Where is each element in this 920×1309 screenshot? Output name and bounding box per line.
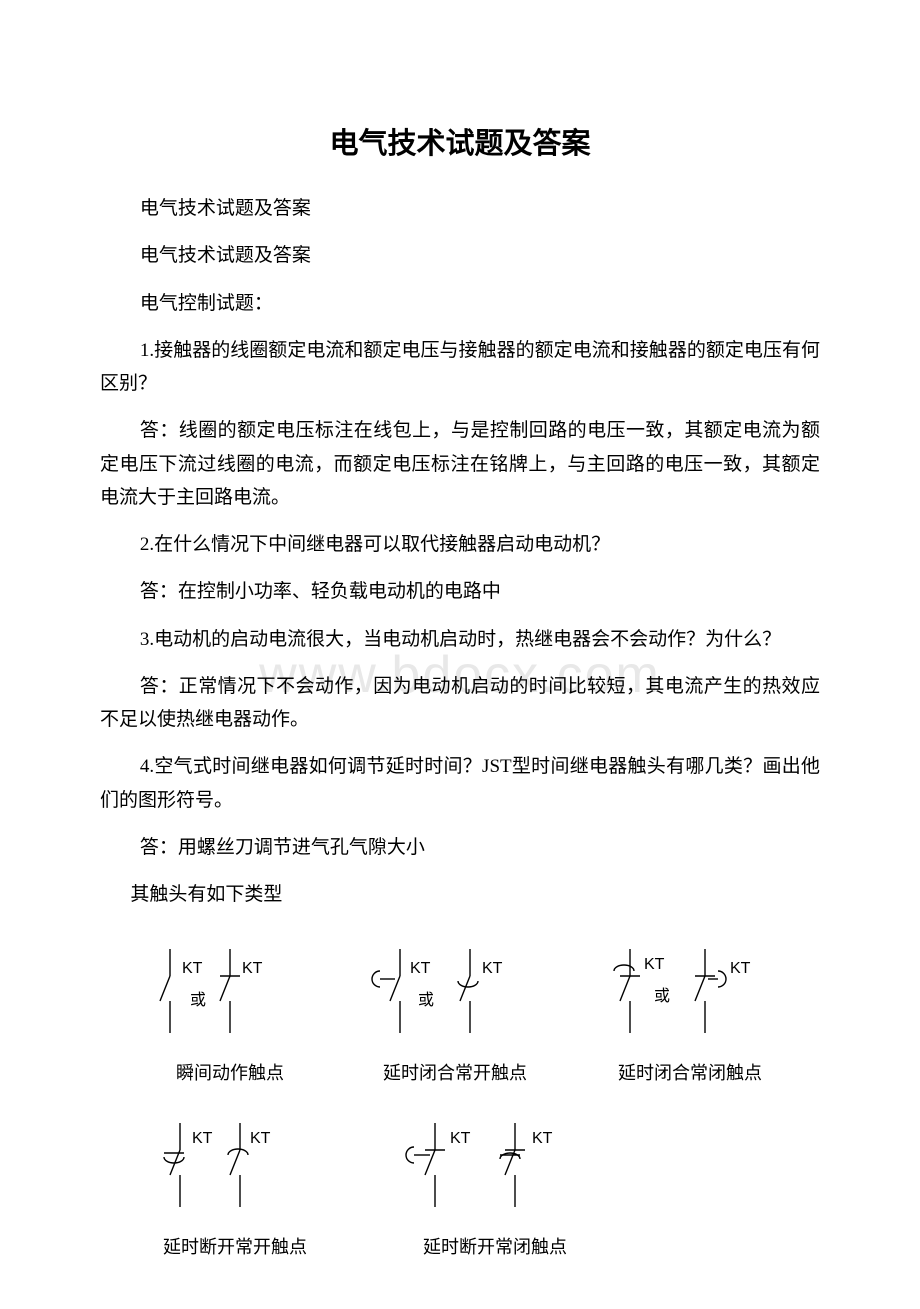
subtitle-line-2: 电气技术试题及答案 (100, 239, 820, 272)
page-title: 电气技术试题及答案 (100, 120, 820, 162)
diagram-group-delay-close-nc: KT 或 KT 延时闭合常闭触点 (600, 941, 780, 1085)
diagram-row-1: KT 或 KT 瞬间动作触点 (150, 941, 820, 1085)
kt-label: KT (410, 960, 431, 977)
symbol-delay-close-no: KT 或 KT (370, 941, 540, 1041)
answer-4: 答：用螺丝刀调节进气孔气隙大小 (100, 831, 820, 864)
answer-1: 答：线圈的额定电压标注在线包上，与是控制回路的电压一致，其额定电流为额定电压下流… (100, 414, 820, 514)
section-heading: 电气控制试题： (100, 287, 820, 320)
kt-label: KT (450, 1130, 471, 1147)
answer-2: 答：在控制小功率、轻负载电动机的电路中 (100, 575, 820, 608)
diagram-group-delay-open-no: KT KT 延时断开常开触点 (150, 1115, 320, 1259)
answer-3: 答：正常情况下不会动作，因为电动机启动的时间比较短，其电流产生的热效应不足以使热… (100, 670, 820, 737)
caption-instant: 瞬间动作触点 (176, 1059, 284, 1085)
question-4: 4.空气式时间继电器如何调节延时时间？JST型时间继电器触头有哪几类？画出他们的… (100, 750, 820, 817)
kt-label: KT (482, 960, 503, 977)
kt-label: KT (182, 960, 203, 977)
or-label: 或 (418, 991, 434, 1009)
question-2: 2.在什么情况下中间继电器可以取代接触器启动电动机？ (100, 528, 820, 561)
answer-4b: 其触头有如下类型 (100, 878, 820, 911)
symbol-delay-open-nc: KT KT (400, 1115, 590, 1215)
question-1: 1.接触器的线圈额定电流和额定电压与接触器的额定电流和接触器的额定电压有何区别？ (100, 334, 820, 401)
kt-label: KT (242, 960, 263, 977)
question-3: 3.电动机的启动电流很大，当电动机启动时，热继电器会不会动作？为什么？ (100, 623, 820, 656)
kt-label: KT (532, 1130, 553, 1147)
diagram-group-instant: KT 或 KT 瞬间动作触点 (150, 941, 310, 1085)
kt-label: KT (730, 960, 751, 977)
kt-label: KT (644, 956, 665, 973)
or-label: 或 (190, 991, 206, 1009)
symbol-delay-open-no: KT KT (150, 1115, 320, 1215)
symbol-instant-contact: KT 或 KT (150, 941, 310, 1041)
caption-delay-close-no: 延时闭合常开触点 (383, 1059, 527, 1085)
kt-label: KT (192, 1130, 213, 1147)
caption-delay-close-nc: 延时闭合常闭触点 (618, 1059, 762, 1085)
subtitle-line-1: 电气技术试题及答案 (100, 192, 820, 225)
diagram-row-2: KT KT 延时断开常开触点 (150, 1115, 820, 1259)
symbol-delay-close-nc: KT 或 KT (600, 941, 780, 1041)
or-label: 或 (654, 987, 670, 1005)
diagram-group-delay-open-nc: KT KT 延时断开常闭触点 (400, 1115, 590, 1259)
caption-delay-open-no: 延时断开常开触点 (163, 1233, 307, 1259)
caption-delay-open-nc: 延时断开常闭触点 (423, 1233, 567, 1259)
diagram-group-delay-close-no: KT 或 KT 延时闭合常开触点 (370, 941, 540, 1085)
kt-label: KT (250, 1130, 271, 1147)
